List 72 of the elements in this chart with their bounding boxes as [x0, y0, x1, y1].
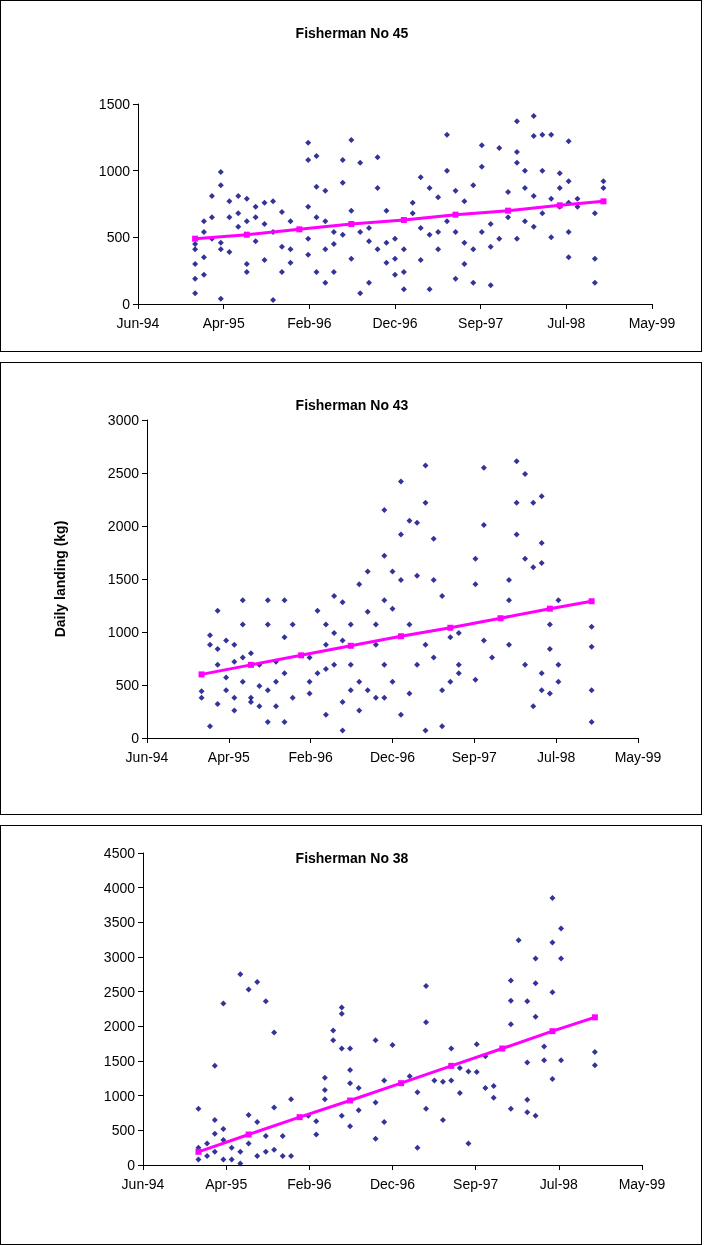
y-tick-label: 3000	[103, 949, 136, 965]
point	[348, 221, 355, 227]
y-tick-label: 4500	[103, 845, 136, 861]
x-tick-label: Feb-96	[288, 749, 334, 765]
y-tick-label: 3500	[103, 914, 136, 931]
point	[591, 1014, 598, 1021]
point	[600, 198, 607, 205]
x-tick-label: Jul-98	[539, 1176, 579, 1192]
y-tick-label: 500	[106, 229, 131, 246]
y-tick-label: 2500	[103, 983, 136, 1000]
y-tick-label: 2500	[107, 465, 140, 481]
y-tick-label: 3000	[107, 412, 140, 428]
y-tick-label: 0	[131, 730, 140, 746]
point	[546, 605, 553, 612]
point	[243, 231, 250, 238]
point	[549, 1028, 556, 1035]
point	[397, 633, 404, 640]
point	[347, 1097, 354, 1104]
x-tick-label: Dec-96	[369, 749, 416, 765]
y-tick-label: 500	[111, 1122, 136, 1139]
x-tick-label: May-99	[628, 315, 676, 331]
x-tick-label: Feb-96	[287, 315, 332, 331]
point	[247, 661, 254, 668]
y-tick-label: 0	[122, 296, 131, 312]
x-tick-label: Jun-94	[125, 749, 169, 765]
point	[245, 1131, 252, 1138]
x-tick-label: Apr-95	[205, 1176, 248, 1192]
point	[447, 624, 454, 631]
point	[398, 1080, 405, 1087]
x-tick-label: Feb-96	[287, 1176, 332, 1192]
point	[588, 598, 595, 605]
y-tick-label: 1500	[98, 96, 131, 112]
point	[192, 235, 199, 242]
x-tick-label: May-99	[614, 749, 662, 765]
point	[347, 642, 354, 649]
point	[448, 1062, 455, 1069]
point	[195, 1148, 202, 1155]
point	[298, 652, 305, 659]
y-axis-title: Daily landing (kg)	[52, 520, 68, 638]
x-tick-label: Jul-98	[537, 749, 576, 765]
x-tick-label: Jun-94	[116, 315, 160, 331]
x-tick-label: Jul-98	[547, 315, 586, 331]
point	[497, 615, 504, 622]
y-tick-label: 1000	[98, 162, 131, 179]
x-tick-label: Sep-97	[453, 1176, 499, 1192]
y-tick-label: 1500	[103, 1053, 136, 1069]
y-tick-label: 4000	[103, 879, 136, 896]
y-tick-label: 2000	[107, 518, 140, 534]
x-tick-label: Sep-97	[451, 749, 498, 765]
x-tick-label: Apr-95	[207, 749, 251, 765]
x-tick-label: May-99	[618, 1176, 666, 1192]
point	[505, 207, 512, 214]
point	[296, 1114, 303, 1121]
point	[296, 226, 303, 233]
y-tick-label: 0	[127, 1157, 136, 1173]
point	[499, 1045, 506, 1052]
y-tick-label: 1500	[107, 571, 140, 587]
chart-title: Fisherman No 45	[295, 25, 409, 41]
x-tick-label: Apr-95	[202, 315, 245, 331]
y-tick-label: 1000	[107, 624, 140, 640]
point	[198, 671, 205, 678]
point	[400, 217, 407, 223]
point	[452, 211, 459, 218]
x-tick-label: Sep-97	[458, 315, 504, 331]
chart-title: Fisherman No 38	[295, 850, 409, 866]
x-tick-label: Dec-96	[372, 315, 418, 331]
y-tick-label: 500	[115, 677, 140, 693]
y-tick-label: 1000	[103, 1087, 136, 1104]
x-tick-label: Jun-94	[121, 1176, 165, 1192]
chart-title: Fisherman No 43	[295, 397, 409, 413]
x-tick-label: Dec-96	[369, 1176, 416, 1192]
y-tick-label: 2000	[103, 1018, 136, 1035]
